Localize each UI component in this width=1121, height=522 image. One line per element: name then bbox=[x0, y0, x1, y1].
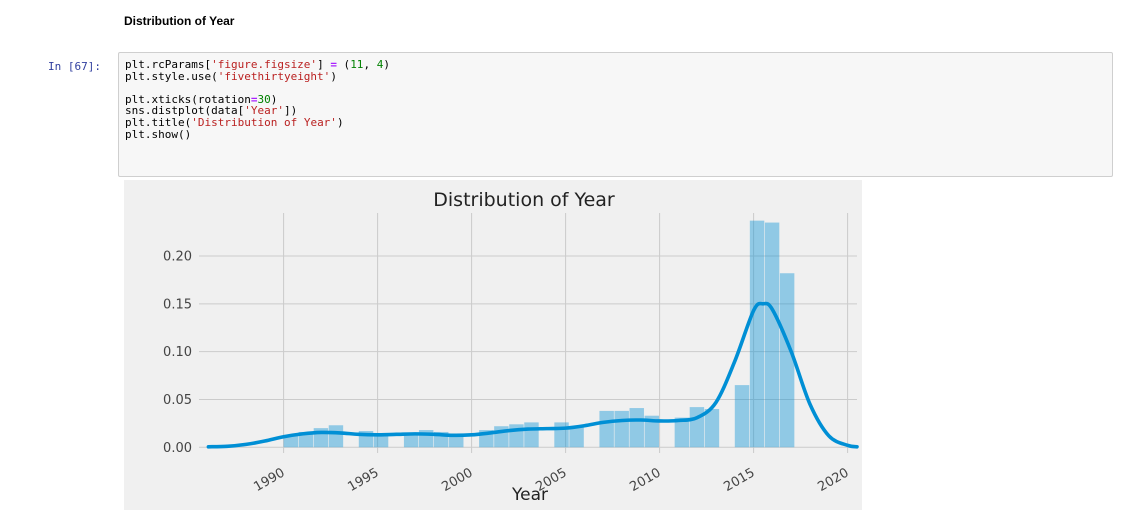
code-number: 30 bbox=[257, 92, 271, 106]
code-token: plt.style.use( bbox=[125, 69, 218, 83]
histogram-bar bbox=[764, 222, 780, 448]
section-heading: Distribution of Year bbox=[124, 14, 235, 28]
histogram-bar bbox=[569, 426, 584, 448]
histogram-bar bbox=[674, 417, 690, 448]
code-string: 'figure.figsize' bbox=[211, 58, 318, 71]
grid-layer bbox=[199, 213, 857, 453]
cell-output: Distribution of Year 0.00 0.05 0.10 0.15 0.2… bbox=[124, 180, 862, 510]
code-cell-input[interactable]: plt.rcParams['figure.figsize'] = (11, 4)… bbox=[118, 52, 1113, 177]
code-string: 'Year' bbox=[244, 104, 284, 118]
y-tick-label: 0.10 bbox=[163, 345, 192, 360]
histogram-bar bbox=[403, 433, 419, 448]
distribution-chart: Distribution of Year 0.00 0.05 0.10 0.15 0.2… bbox=[124, 180, 862, 510]
histogram-bar bbox=[779, 273, 795, 448]
chart-title: Distribution of Year bbox=[433, 189, 615, 211]
histogram-bar bbox=[283, 434, 299, 448]
histogram-bar bbox=[599, 410, 614, 448]
histogram-bar bbox=[298, 431, 314, 448]
y-tick-label: 0.05 bbox=[163, 393, 192, 408]
kde-line bbox=[206, 301, 859, 449]
code-token: ) bbox=[270, 92, 278, 106]
code-token: ]) bbox=[283, 104, 298, 118]
histogram-bar bbox=[554, 422, 569, 448]
y-tick-labels: 0.00 0.05 0.10 0.15 0.20 bbox=[163, 250, 192, 456]
histogram-bar bbox=[734, 385, 750, 448]
code-operator: = bbox=[330, 58, 337, 71]
code-token: plt.title( bbox=[125, 115, 192, 129]
histogram-bar bbox=[328, 425, 344, 448]
histogram-bar bbox=[704, 409, 720, 448]
code-token: ( bbox=[336, 58, 351, 71]
code-token: sns.distplot(data[ bbox=[125, 104, 245, 118]
code-operator: = bbox=[250, 92, 258, 106]
histogram-bar bbox=[749, 220, 765, 448]
code-token: ) bbox=[336, 115, 344, 129]
code-number: 4 bbox=[376, 58, 384, 71]
code-token: plt.xticks(rotation bbox=[125, 92, 251, 106]
code-token: ) bbox=[383, 58, 390, 71]
code-token: plt.show() bbox=[125, 127, 192, 141]
histogram-bar bbox=[449, 433, 464, 448]
histogram-bar bbox=[644, 415, 659, 448]
histogram-bar bbox=[629, 408, 644, 448]
code-token: ] bbox=[317, 58, 331, 71]
y-tick-label: 0.15 bbox=[163, 297, 192, 312]
code-text[interactable]: plt.rcParams['figure.figsize'] = (11, 4)… bbox=[119, 53, 1112, 140]
code-string: 'fivethirtyeight' bbox=[217, 69, 331, 83]
code-token: plt.rcParams[ bbox=[125, 58, 212, 71]
histogram-bar bbox=[373, 434, 389, 448]
x-axis-label: Year bbox=[511, 485, 548, 505]
cell-prompt: In [67]: bbox=[48, 60, 101, 73]
code-string: 'Distribution of Year' bbox=[191, 115, 337, 129]
y-tick-label: 0.00 bbox=[163, 441, 192, 456]
histogram-bar bbox=[614, 410, 629, 448]
y-tick-label: 0.20 bbox=[163, 250, 192, 265]
code-number: 11 bbox=[350, 58, 364, 71]
histogram-bar bbox=[689, 407, 705, 448]
code-token: , bbox=[363, 58, 377, 71]
code-token: ) bbox=[330, 69, 337, 83]
histogram-bar bbox=[524, 422, 539, 448]
